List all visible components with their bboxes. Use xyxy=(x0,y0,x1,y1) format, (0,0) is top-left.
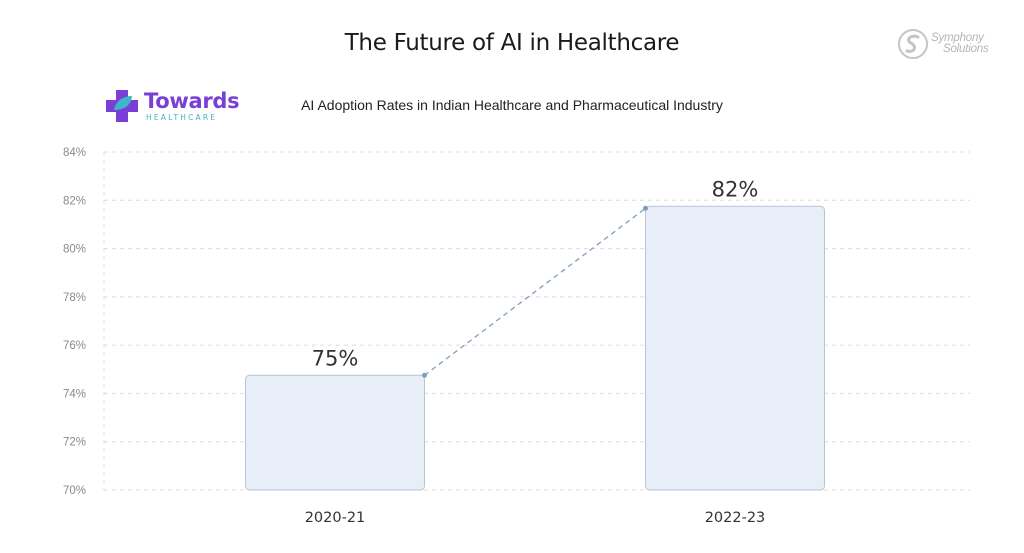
y-tick-label: 74% xyxy=(63,388,86,400)
y-tick-label: 70% xyxy=(63,485,86,497)
chart-title: AI Adoption Rates in Indian Healthcare a… xyxy=(301,97,723,113)
data-label: 75% xyxy=(312,346,359,370)
trend-point xyxy=(422,372,427,378)
bar-2022-23 xyxy=(645,205,825,491)
towards-logo-subtext: HEALTHCARE xyxy=(146,113,218,122)
trend-line xyxy=(424,207,646,376)
y-tick-label: 84% xyxy=(63,147,86,159)
medical-cross-icon xyxy=(106,90,138,122)
towards-logo-text: Towards xyxy=(144,89,240,113)
symphony-logo-line1: Symphony xyxy=(931,32,984,44)
towards-healthcare-logo: Towards HEALTHCARE xyxy=(104,88,240,128)
data-label: 82% xyxy=(712,177,759,201)
symphony-logo-line2: Solutions xyxy=(943,43,989,55)
y-tick-label: 78% xyxy=(63,292,86,304)
y-tick-label: 82% xyxy=(63,195,86,207)
x-category-label: 2022-23 xyxy=(705,510,766,526)
page-title: The Future of AI in Healthcare xyxy=(344,30,680,56)
y-tick-label: 72% xyxy=(63,437,86,449)
symphony-solutions-logo: Symphony Solutions xyxy=(897,28,1007,62)
swirl-icon xyxy=(898,29,928,59)
y-tick-label: 80% xyxy=(63,244,86,256)
x-category-label: 2020-21 xyxy=(305,510,366,526)
trend-point xyxy=(643,205,648,211)
y-tick-label: 76% xyxy=(63,340,86,352)
bar-2020-21 xyxy=(245,374,425,491)
